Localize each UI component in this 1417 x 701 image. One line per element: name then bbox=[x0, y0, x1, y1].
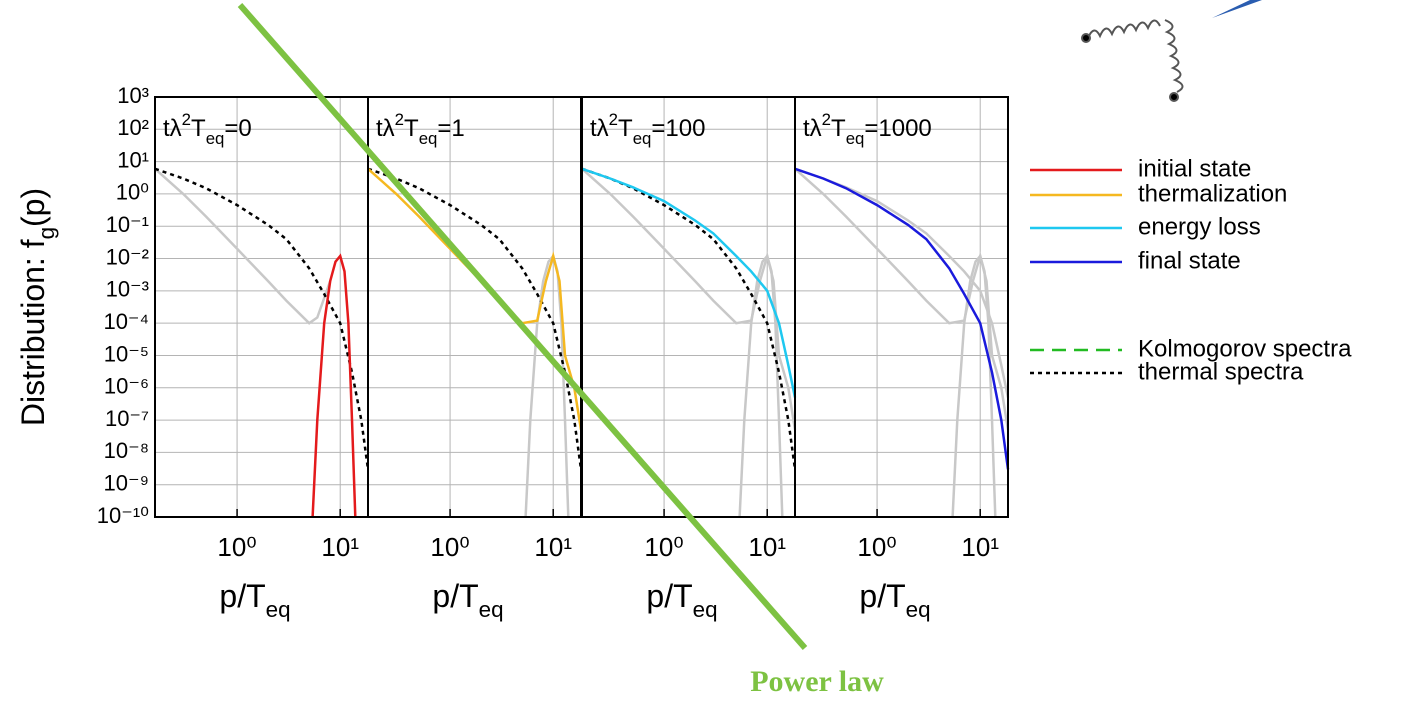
text-part: p/T bbox=[646, 578, 692, 614]
text-part: T bbox=[404, 115, 419, 142]
text-part: 2 bbox=[822, 110, 831, 129]
panel-frame bbox=[794, 96, 1009, 518]
gluon-line bbox=[1164, 19, 1184, 93]
x-tick-label: 10⁰ bbox=[644, 532, 683, 562]
text-part: eq bbox=[479, 597, 504, 622]
panel-title: tλ2Teq=100 bbox=[590, 110, 705, 148]
series-line bbox=[581, 167, 797, 470]
text-part: T bbox=[618, 115, 633, 142]
y-tick-label: 10⁻³ bbox=[106, 277, 149, 302]
text-part: p/T bbox=[859, 578, 905, 614]
panel-title: tλ2Teq=0 bbox=[163, 110, 252, 148]
text-part: eq bbox=[206, 129, 225, 148]
text-part: tλ bbox=[163, 115, 182, 142]
annotation: Power law bbox=[750, 665, 884, 698]
series-line bbox=[581, 167, 797, 398]
text-part: =1 bbox=[437, 115, 464, 142]
series-line bbox=[794, 167, 1010, 430]
text-part: Distribution: f bbox=[15, 239, 51, 426]
text-part: eq bbox=[266, 597, 291, 622]
x-tick-label: 10¹ bbox=[321, 532, 359, 562]
panel-frame bbox=[154, 96, 369, 518]
gluon-diagram bbox=[1081, 19, 1184, 102]
series-line bbox=[738, 253, 784, 518]
legend-label: Kolmogorov spectra bbox=[1138, 335, 1352, 362]
series-line bbox=[581, 167, 797, 430]
vertex bbox=[1081, 33, 1091, 43]
y-tick-label: 10⁻⁸ bbox=[104, 438, 149, 463]
panel-title: tλ2Teq=1000 bbox=[803, 110, 932, 148]
text-part: T bbox=[831, 115, 846, 142]
y-tick-label: 10⁻² bbox=[106, 244, 149, 269]
text-part: tλ bbox=[803, 115, 822, 142]
text-part: 2 bbox=[609, 110, 618, 129]
series-line bbox=[367, 167, 583, 430]
text-part: (p) bbox=[15, 188, 51, 227]
y-tick-label: 10⁻⁷ bbox=[105, 406, 149, 431]
text-part: eq bbox=[906, 597, 931, 622]
text-part: eq bbox=[693, 597, 718, 622]
text-part: 2 bbox=[395, 110, 404, 129]
series-line bbox=[154, 167, 370, 470]
y-tick-label: 10⁻⁹ bbox=[103, 471, 149, 496]
gluon-line bbox=[1087, 19, 1161, 39]
y-tick-label: 10² bbox=[117, 115, 149, 140]
series-line bbox=[367, 167, 583, 470]
legend-label: energy loss bbox=[1138, 213, 1261, 240]
text-part: 2 bbox=[182, 110, 191, 129]
x-axis-label: p/Teq bbox=[646, 578, 717, 622]
vertex bbox=[1169, 92, 1179, 102]
text-part: =100 bbox=[651, 115, 705, 142]
text-part: p/T bbox=[432, 578, 478, 614]
text-part: tλ bbox=[590, 115, 609, 142]
text-part: T bbox=[191, 115, 206, 142]
text-part: tλ bbox=[376, 115, 395, 142]
x-axis-label: p/Teq bbox=[219, 578, 290, 622]
panel-frame bbox=[367, 96, 582, 518]
series-line bbox=[951, 253, 997, 518]
arrow bbox=[1212, 0, 1262, 18]
y-tick-label: 10⁻¹⁰ bbox=[97, 503, 149, 528]
y-tick-label: 10⁻⁵ bbox=[104, 341, 149, 366]
series-line bbox=[794, 167, 1010, 398]
text-part: g bbox=[34, 227, 59, 239]
text-part: =1000 bbox=[864, 115, 931, 142]
x-tick-label: 10⁰ bbox=[857, 532, 896, 562]
series-line bbox=[524, 253, 570, 518]
x-tick-label: 10¹ bbox=[534, 532, 572, 562]
text-part: eq bbox=[633, 129, 652, 148]
x-axis-label: p/Teq bbox=[859, 578, 930, 622]
text-part: =0 bbox=[224, 115, 251, 142]
series-line bbox=[794, 167, 1010, 470]
y-tick-label: 10⁻⁶ bbox=[104, 374, 149, 399]
x-tick-label: 10¹ bbox=[961, 532, 999, 562]
text-part: eq bbox=[846, 129, 865, 148]
y-tick-label: 10³ bbox=[117, 83, 149, 108]
legend-label: initial state bbox=[1138, 155, 1251, 182]
legend-label: thermalization bbox=[1138, 180, 1287, 207]
x-tick-label: 10¹ bbox=[748, 532, 786, 562]
y-axis-label: Distribution: fg(p) bbox=[15, 188, 59, 426]
panel-title: tλ2Teq=1 bbox=[376, 110, 465, 148]
y-tick-label: 10⁻¹ bbox=[106, 212, 149, 237]
y-tick-label: 10⁻⁴ bbox=[103, 309, 149, 334]
y-tick-label: 10¹ bbox=[117, 147, 149, 172]
x-axis-label: p/Teq bbox=[432, 578, 503, 622]
text-part: eq bbox=[419, 129, 438, 148]
series-line bbox=[154, 167, 332, 325]
power-law-line bbox=[237, 3, 808, 650]
x-tick-label: 10⁰ bbox=[430, 532, 469, 562]
panel-frame bbox=[581, 96, 796, 518]
x-tick-label: 10⁰ bbox=[217, 532, 256, 562]
legend-label: thermal spectra bbox=[1138, 358, 1304, 385]
text-part: p/T bbox=[219, 578, 265, 614]
series-line bbox=[311, 253, 357, 518]
legend-label: final state bbox=[1138, 247, 1241, 274]
y-tick-label: 10⁰ bbox=[116, 180, 149, 205]
